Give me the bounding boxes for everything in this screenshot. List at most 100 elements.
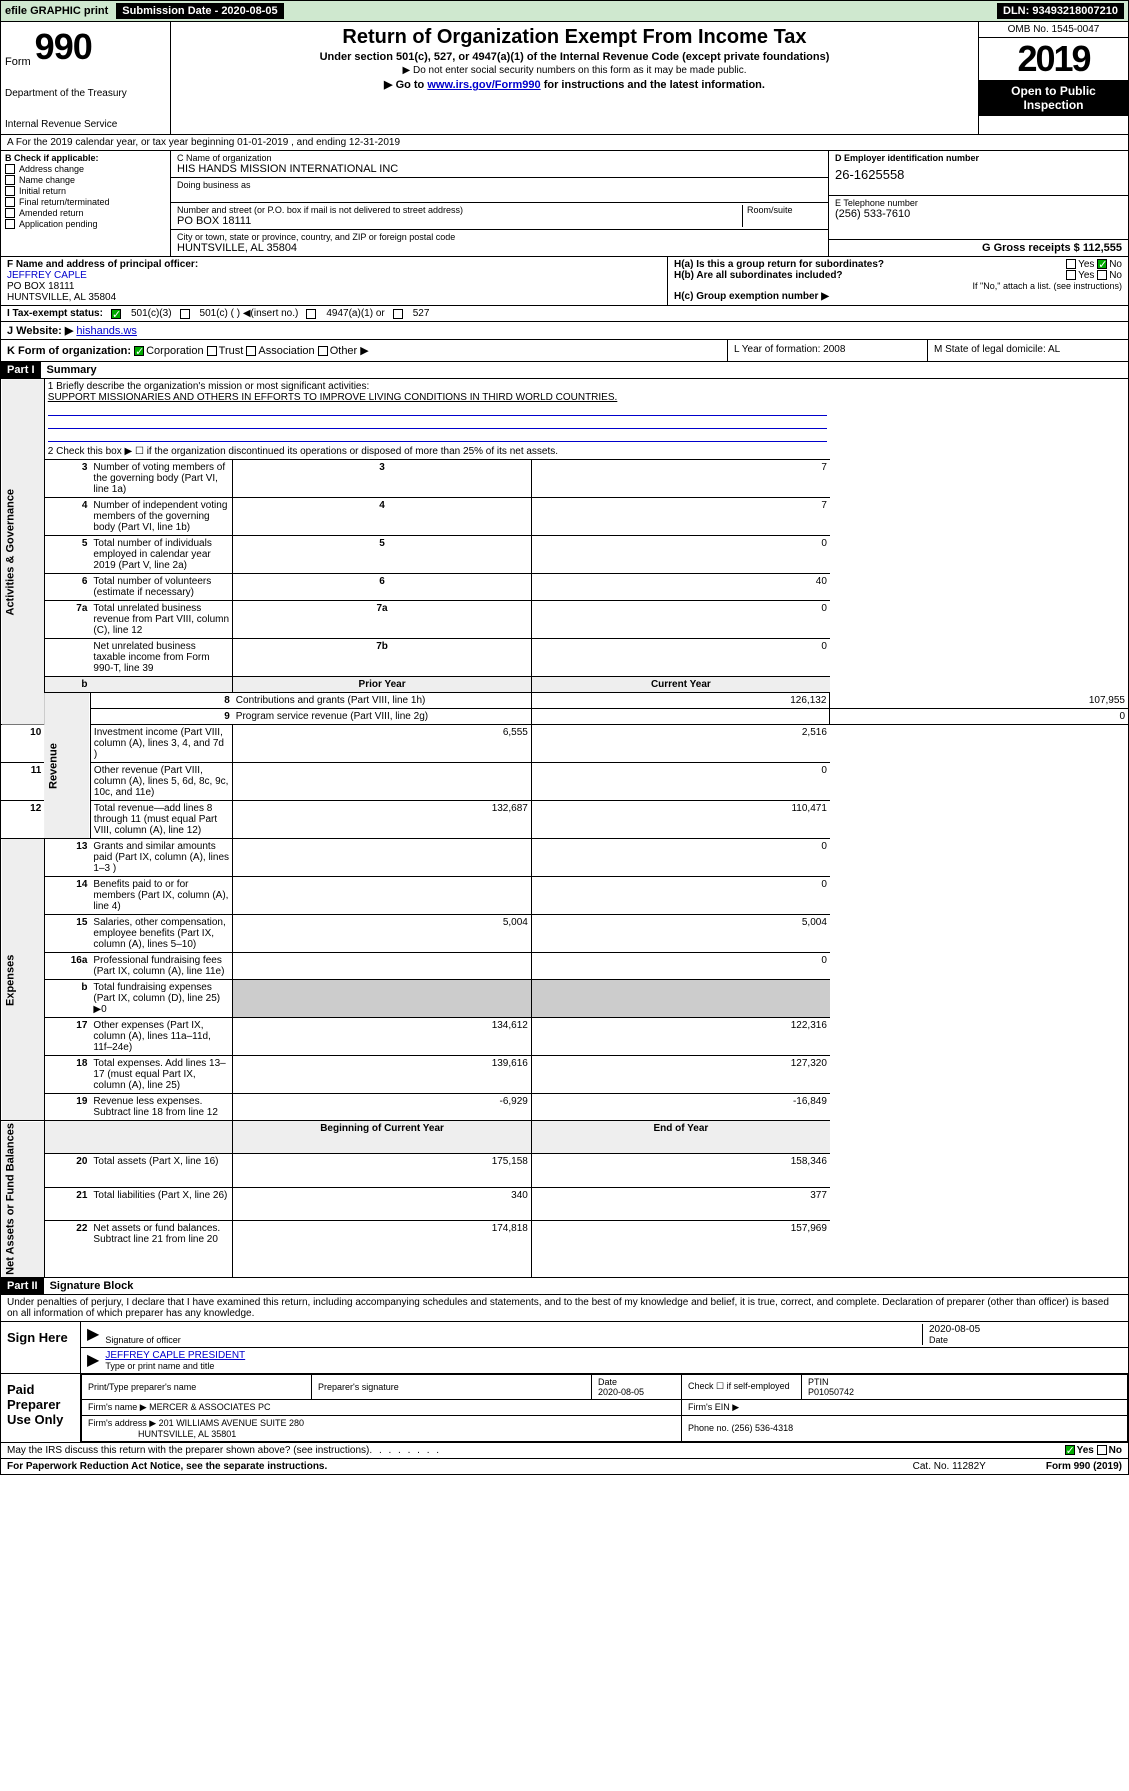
- hc-label: H(c) Group exemption number ▶: [674, 291, 829, 302]
- line2: 2 Check this box ▶ ☐ if the organization…: [44, 444, 830, 460]
- chk-address-change[interactable]: [5, 164, 15, 174]
- form-subtitle-3: ▶ Go to www.irs.gov/Form990 for instruct…: [179, 78, 970, 91]
- open-public: Open to Public Inspection: [979, 80, 1128, 116]
- arrow-icon: ▶: [87, 1324, 99, 1345]
- row-i-tax-status: I Tax-exempt status: 501(c)(3) 501(c) ( …: [0, 306, 1129, 322]
- part1-title: Summary: [41, 362, 103, 378]
- part1-header: Part I Summary: [0, 362, 1129, 379]
- row-a-tax-year: A For the 2019 calendar year, or tax yea…: [0, 135, 1129, 151]
- chk-corp[interactable]: [134, 346, 144, 356]
- side-expenses: Expenses: [1, 839, 45, 1121]
- declaration-text: Under penalties of perjury, I declare th…: [1, 1295, 1128, 1321]
- discuss-yes[interactable]: [1065, 1445, 1075, 1455]
- omb-number: OMB No. 1545-0047: [979, 22, 1128, 38]
- side-governance: Activities & Governance: [1, 379, 45, 725]
- firm-ein-cell: Firm's EIN ▶: [682, 1399, 1128, 1415]
- irs-label: Internal Revenue Service: [5, 119, 166, 130]
- irs-link[interactable]: www.irs.gov/Form990: [427, 79, 540, 91]
- discuss-no[interactable]: [1097, 1445, 1107, 1455]
- chk-assoc[interactable]: [246, 346, 256, 356]
- f-officer-addr1: PO BOX 18111: [7, 281, 661, 292]
- check-self-cell: Check ☐ if self-employed: [682, 1374, 802, 1399]
- chk-app-pending[interactable]: [5, 219, 15, 229]
- efile-button[interactable]: efile GRAPHIC print: [5, 5, 108, 17]
- chk-other[interactable]: [318, 346, 328, 356]
- dba-label: Doing business as: [177, 180, 822, 190]
- prep-name-cell: Print/Type preparer's name: [82, 1374, 312, 1399]
- paid-preparer-label: Paid Preparer Use Only: [1, 1374, 81, 1442]
- preparer-table: Print/Type preparer's name Preparer's si…: [81, 1374, 1128, 1442]
- row-f-h: F Name and address of principal officer:…: [0, 257, 1129, 306]
- block-bcdefg: B Check if applicable: Address change Na…: [0, 151, 1129, 257]
- form-subtitle-2: ▶ Do not enter social security numbers o…: [179, 65, 970, 76]
- hb-note: If "No," attach a list. (see instruction…: [674, 281, 1122, 291]
- addr-label: Number and street (or P.O. box if mail i…: [177, 205, 742, 215]
- chk-4947[interactable]: [306, 309, 316, 319]
- discuss-row: May the IRS discuss this return with the…: [0, 1443, 1129, 1459]
- form-title: Return of Organization Exempt From Incom…: [179, 26, 970, 49]
- ha-no[interactable]: [1097, 259, 1107, 269]
- chk-501c3[interactable]: [111, 309, 121, 319]
- form-subtitle-1: Under section 501(c), 527, or 4947(a)(1)…: [179, 51, 970, 63]
- summary-table: Activities & Governance 1 Briefly descri…: [0, 379, 1129, 1278]
- ptin-cell: PTINP01050742: [802, 1374, 1128, 1399]
- side-net-assets: Net Assets or Fund Balances: [1, 1121, 45, 1278]
- d-ein-label: D Employer identification number: [835, 153, 1122, 163]
- top-bar: efile GRAPHIC print Submission Date - 20…: [0, 0, 1129, 22]
- city-value: HUNTSVILLE, AL 35804: [177, 242, 822, 254]
- paperwork-notice: For Paperwork Reduction Act Notice, see …: [7, 1461, 327, 1472]
- row-k-l-m: K Form of organization: Corporation Trus…: [0, 340, 1129, 362]
- f-officer-name: JEFFREY CAPLE: [7, 270, 661, 281]
- dln-label: DLN: 93493218007210: [997, 3, 1124, 19]
- org-name: HIS HANDS MISSION INTERNATIONAL INC: [177, 163, 822, 175]
- firm-addr-cell: Firm's address ▶ 201 WILLIAMS AVENUE SUI…: [82, 1415, 682, 1441]
- phone-cell: Phone no. (256) 536-4318: [682, 1415, 1128, 1441]
- e-tel-value: (256) 533-7610: [835, 208, 1122, 220]
- dept-treasury: Department of the Treasury: [5, 88, 166, 99]
- arrow-icon: ▶: [87, 1350, 99, 1371]
- header-left: Form 990 Department of the Treasury Inte…: [1, 22, 171, 134]
- prep-sig-cell: Preparer's signature: [312, 1374, 592, 1399]
- form-label: Form: [5, 56, 31, 68]
- ha-yes[interactable]: [1066, 259, 1076, 269]
- line1-mission: SUPPORT MISSIONARIES AND OTHERS IN EFFOR…: [48, 392, 827, 403]
- officer-typed-name: JEFFREY CAPLE PRESIDENT: [105, 1350, 1122, 1361]
- form-ref: Form 990 (2019): [1046, 1461, 1122, 1472]
- sig-officer-label: Signature of officer: [105, 1335, 922, 1345]
- prep-date-cell: Date2020-08-05: [592, 1374, 682, 1399]
- chk-501c[interactable]: [180, 309, 190, 319]
- room-label: Room/suite: [747, 205, 822, 215]
- part2-header: Part II Signature Block: [0, 1278, 1129, 1295]
- g-gross-receipts: G Gross receipts $ 112,555: [982, 242, 1122, 254]
- chk-trust[interactable]: [207, 346, 217, 356]
- sign-here-label: Sign Here: [1, 1322, 81, 1373]
- side-revenue: Revenue: [44, 693, 90, 839]
- part2-label: Part II: [1, 1278, 44, 1294]
- tax-year: 2019: [979, 38, 1128, 80]
- hb-yes[interactable]: [1066, 270, 1076, 280]
- city-label: City or town, state or province, country…: [177, 232, 822, 242]
- f-label: F Name and address of principal officer:: [7, 259, 661, 270]
- cat-number: Cat. No. 11282Y: [913, 1461, 986, 1472]
- l-year-formation: L Year of formation: 2008: [728, 340, 928, 361]
- b-label: B Check if applicable:: [5, 153, 166, 163]
- website-link[interactable]: hishands.ws: [76, 325, 137, 337]
- hb-no[interactable]: [1097, 270, 1107, 280]
- form-number: 990: [35, 26, 92, 68]
- f-officer-addr2: HUNTSVILLE, AL 35804: [7, 292, 661, 303]
- sig-date: 2020-08-05: [929, 1324, 1122, 1335]
- chk-name-change[interactable]: [5, 175, 15, 185]
- chk-initial-return[interactable]: [5, 186, 15, 196]
- c-label: C Name of organization: [177, 153, 822, 163]
- block-b-checkboxes: B Check if applicable: Address change Na…: [1, 151, 171, 256]
- chk-527[interactable]: [393, 309, 403, 319]
- d-ein-value: 26-1625558: [835, 163, 1122, 182]
- part2-title: Signature Block: [44, 1278, 140, 1294]
- chk-amended[interactable]: [5, 208, 15, 218]
- addr-value: PO BOX 18111: [177, 215, 742, 227]
- signature-block: Under penalties of perjury, I declare th…: [0, 1295, 1129, 1443]
- chk-final-return[interactable]: [5, 197, 15, 207]
- e-tel-label: E Telephone number: [835, 198, 1122, 208]
- part1-label: Part I: [1, 362, 41, 378]
- header-center: Return of Organization Exempt From Incom…: [171, 22, 978, 134]
